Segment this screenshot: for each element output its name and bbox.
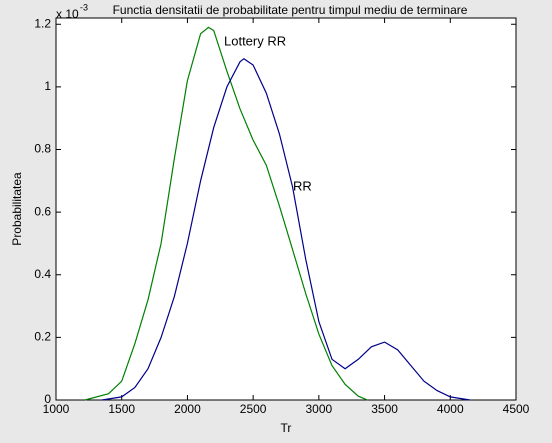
annotation: RR <box>293 178 312 193</box>
y-tick-label: 0.4 <box>34 267 51 281</box>
y-tick-label: 1 <box>44 79 51 93</box>
y-tick-label: 1.2 <box>34 16 51 30</box>
x-tick-label: 4500 <box>503 402 530 416</box>
x-tick-label: 1500 <box>108 402 135 416</box>
plot-area <box>55 17 517 401</box>
y-tick-label: 0.6 <box>34 204 51 218</box>
line-series <box>84 26 368 401</box>
y-tick-label: 0.2 <box>34 330 51 344</box>
y-axis-label: Probabilitatea <box>10 172 24 246</box>
x-tick-label: 4000 <box>437 402 464 416</box>
chart-title: Functia densitatii de probabilitate pent… <box>113 3 468 17</box>
x-tick-label: 1000 <box>43 402 70 416</box>
y-tick-label: 0.8 <box>34 142 51 156</box>
x-tick-label: 2000 <box>174 402 201 416</box>
x-tick-label: 3000 <box>306 402 333 416</box>
y-tick-label: 0 <box>44 392 51 406</box>
line-series <box>101 57 471 401</box>
x-tick-label: 2500 <box>240 402 267 416</box>
x-axis-label: Tr <box>281 421 292 435</box>
y-multiplier: x 10 <box>56 7 79 21</box>
x-tick-label: 3500 <box>371 402 398 416</box>
annotation: Lottery RR <box>224 33 286 48</box>
y-multiplier-exponent: -3 <box>80 2 88 12</box>
